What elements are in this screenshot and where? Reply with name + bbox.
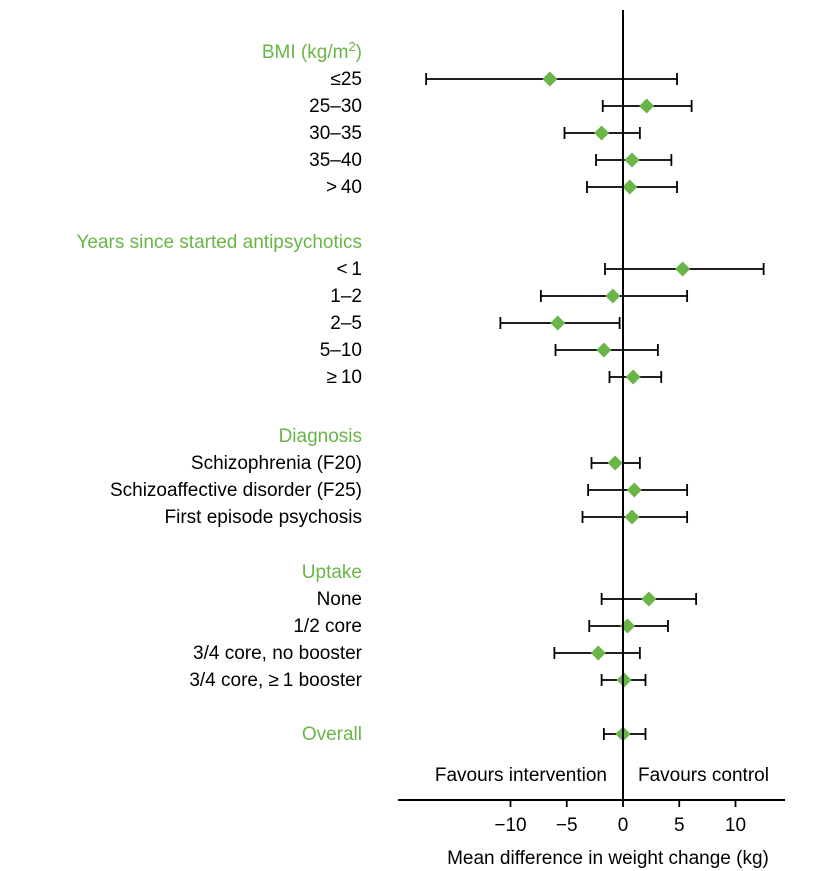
rows-layer: BMI (kg/m2) ≤25 25–30 30–35 35–40 > 40 Years s… (76, 39, 765, 745)
row-label: > 40 (326, 177, 362, 198)
group-title-text: BMI (kg/m (262, 42, 349, 63)
x-axis-ticks: −10 −5 0 5 10 (494, 800, 746, 836)
group-title-text: Years since started antipsychotics (76, 232, 362, 253)
row-label: 3/4 core, ≥ 1 booster (189, 670, 362, 691)
row-label: None (317, 589, 362, 610)
x-tick-label: 5 (674, 815, 685, 836)
group-title-end: ) (356, 42, 362, 63)
row-label: First episode psychosis (165, 507, 362, 528)
estimate-marker (596, 342, 612, 358)
estimate-marker (590, 645, 606, 661)
row-label: 30–35 (309, 123, 362, 144)
estimate-marker (625, 369, 641, 385)
estimate-marker (675, 261, 691, 277)
group-title: Diagnosis (279, 426, 362, 447)
x-axis-label: Mean difference in weight change (kg) (447, 848, 769, 869)
estimate-marker (626, 482, 642, 498)
estimate-marker (639, 98, 655, 114)
estimate-marker (624, 509, 640, 525)
x-tick-label: 0 (618, 815, 629, 836)
row-label: ≤25 (330, 69, 362, 90)
x-tick-label: −10 (494, 815, 526, 836)
group-title-text: Uptake (302, 562, 362, 583)
row-label: ≥ 10 (327, 367, 362, 388)
estimate-marker (616, 672, 632, 688)
estimate-marker (594, 125, 610, 141)
row-label: 5–10 (320, 340, 362, 361)
group-title-text: Diagnosis (279, 426, 362, 447)
x-tick-label: −5 (556, 815, 578, 836)
group-title-superscript: 2 (348, 39, 355, 54)
group-title: Overall (302, 724, 362, 745)
favours-control-label: Favours control (638, 765, 769, 786)
row-label: Schizophrenia (F20) (191, 453, 362, 474)
estimate-marker (607, 455, 623, 471)
group-title: Years since started antipsychotics (76, 232, 362, 253)
estimate-marker (622, 179, 638, 195)
group-title: Uptake (302, 562, 362, 583)
estimate-marker (542, 71, 558, 87)
estimate-marker (550, 315, 566, 331)
x-tick-label: 10 (725, 815, 746, 836)
row-label: < 1 (337, 259, 362, 280)
group-title: BMI (kg/m2) (262, 39, 362, 63)
group-title-text: Overall (302, 724, 362, 745)
estimate-marker (605, 288, 621, 304)
row-label: Schizoaffective disorder (F25) (110, 480, 362, 501)
estimate-marker (641, 591, 657, 607)
row-label: 35–40 (309, 150, 362, 171)
row-label: 3/4 core, no booster (193, 643, 363, 664)
estimate-marker (624, 152, 640, 168)
row-label: 1/2 core (293, 616, 362, 637)
row-label: 1–2 (330, 286, 362, 307)
row-label: 2–5 (330, 313, 362, 334)
row-label: 25–30 (309, 96, 362, 117)
favours-intervention-label: Favours intervention (435, 765, 607, 786)
